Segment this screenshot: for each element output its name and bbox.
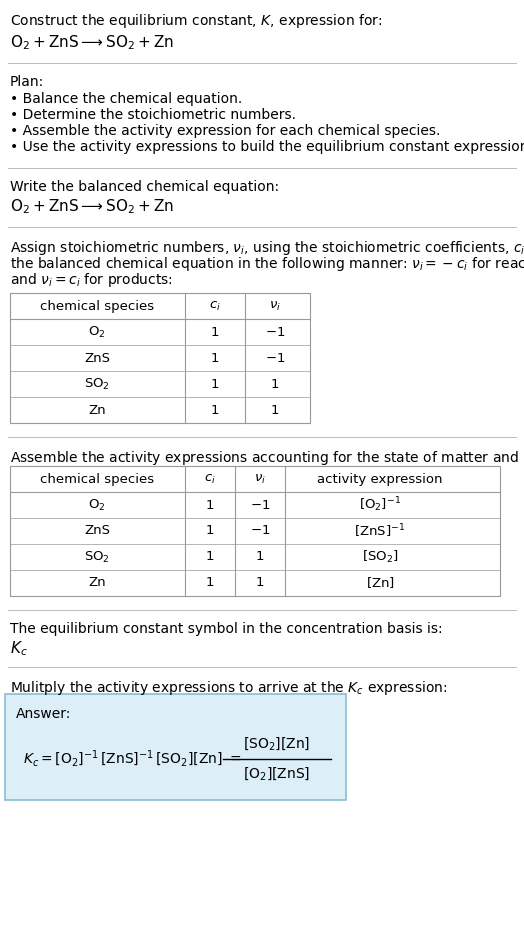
Text: 1: 1 [206,525,214,537]
Text: chemical species: chemical species [40,473,154,486]
Text: $\mathrm{O_2}$: $\mathrm{O_2}$ [88,497,106,512]
Text: $\mathrm{SO_2}$: $\mathrm{SO_2}$ [84,549,110,565]
Text: $\mathrm{O_2 + ZnS \longrightarrow SO_2 + Zn}$: $\mathrm{O_2 + ZnS \longrightarrow SO_2 … [10,197,174,215]
Text: $\mathrm{O_2}$: $\mathrm{O_2}$ [88,325,106,340]
Bar [10,466,500,596]
Text: $[\mathrm{Zn}]$: $[\mathrm{Zn}]$ [366,575,395,590]
Text: the balanced chemical equation in the following manner: $\nu_i = -c_i$ for react: the balanced chemical equation in the fo… [10,255,524,273]
Text: $K_c$: $K_c$ [10,639,28,658]
Text: Construct the equilibrium constant, $K$, expression for:: Construct the equilibrium constant, $K$,… [10,12,383,30]
Text: $-1$: $-1$ [250,498,270,512]
Text: Assemble the activity expressions accounting for the state of matter and $\nu_i$: Assemble the activity expressions accoun… [10,449,524,467]
Text: $\nu_i$: $\nu_i$ [254,473,266,486]
Text: Write the balanced chemical equation:: Write the balanced chemical equation: [10,180,279,194]
Text: • Determine the stoichiometric numbers.: • Determine the stoichiometric numbers. [10,108,296,122]
Text: 1: 1 [271,403,279,417]
Text: chemical species: chemical species [40,300,154,312]
Text: 1: 1 [256,550,264,564]
Text: $-1$: $-1$ [265,326,285,339]
Text: Zn: Zn [88,403,106,417]
Text: 1: 1 [256,576,264,589]
Text: • Assemble the activity expression for each chemical species.: • Assemble the activity expression for e… [10,124,440,138]
Text: 1: 1 [206,576,214,589]
Text: $[\mathrm{SO_2}]$: $[\mathrm{SO_2}]$ [362,549,398,565]
Text: $c_i$: $c_i$ [209,300,221,312]
Bar [10,293,310,423]
Text: • Balance the chemical equation.: • Balance the chemical equation. [10,92,242,106]
FancyBboxPatch shape [5,694,346,800]
Text: Assign stoichiometric numbers, $\nu_i$, using the stoichiometric coefficients, $: Assign stoichiometric numbers, $\nu_i$, … [10,239,524,257]
Text: 1: 1 [211,403,219,417]
Text: Zn: Zn [88,576,106,589]
Text: 1: 1 [211,378,219,390]
Text: ZnS: ZnS [84,525,110,537]
Text: $[\mathrm{SO_2}][\mathrm{Zn}]$: $[\mathrm{SO_2}][\mathrm{Zn}]$ [243,735,311,753]
Text: 1: 1 [211,326,219,339]
Text: Mulitply the activity expressions to arrive at the $K_c$ expression:: Mulitply the activity expressions to arr… [10,679,447,697]
Text: 1: 1 [211,351,219,364]
Text: The equilibrium constant symbol in the concentration basis is:: The equilibrium constant symbol in the c… [10,622,443,636]
Text: $\mathrm{O_2 + ZnS \longrightarrow SO_2 + Zn}$: $\mathrm{O_2 + ZnS \longrightarrow SO_2 … [10,33,174,51]
Text: $[\mathrm{ZnS}]^{-1}$: $[\mathrm{ZnS}]^{-1}$ [354,522,406,540]
Text: 1: 1 [271,378,279,390]
Text: $-1$: $-1$ [265,351,285,364]
Text: • Use the activity expressions to build the equilibrium constant expression.: • Use the activity expressions to build … [10,140,524,154]
Text: 1: 1 [206,498,214,512]
Text: activity expression: activity expression [317,473,443,486]
Text: $[\mathrm{O_2}]^{-1}$: $[\mathrm{O_2}]^{-1}$ [359,495,401,514]
Text: ZnS: ZnS [84,351,110,364]
Text: $\mathrm{SO_2}$: $\mathrm{SO_2}$ [84,377,110,392]
Text: Answer:: Answer: [16,707,71,721]
Text: $c_i$: $c_i$ [204,473,216,486]
Text: $[\mathrm{O_2}][\mathrm{ZnS}]$: $[\mathrm{O_2}][\mathrm{ZnS}]$ [243,766,311,782]
Text: 1: 1 [206,550,214,564]
Text: $K_c = [\mathrm{O_2}]^{-1}\,[\mathrm{ZnS}]^{-1}\,[\mathrm{SO_2}][\mathrm{Zn}]\ =: $K_c = [\mathrm{O_2}]^{-1}\,[\mathrm{ZnS… [23,749,241,770]
Text: Plan:: Plan: [10,75,44,89]
Text: and $\nu_i = c_i$ for products:: and $\nu_i = c_i$ for products: [10,271,173,289]
Text: $\nu_i$: $\nu_i$ [269,300,281,312]
Text: $-1$: $-1$ [250,525,270,537]
